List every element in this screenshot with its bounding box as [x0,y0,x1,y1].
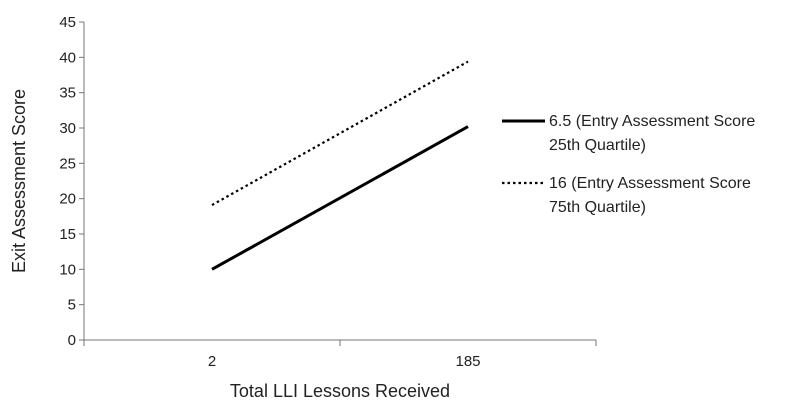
y-tick-label: 5 [68,297,76,314]
legend-label-2: 16 (Entry Assessment Score [549,175,751,192]
legend: 6.5 (Entry Assessment Score 25th Quartile… [502,113,755,216]
series-line-2 [211,60,469,206]
y-axis-title: Exit Assessment Score [9,89,29,273]
y-tick-label: 35 [59,85,76,102]
y-tick-label: 40 [59,49,76,66]
x-ticks: 2 185 [83,340,597,370]
y-tick-label: 10 [59,261,76,278]
x-axis-title: Total LLI Lessons Received [230,381,450,401]
y-tick-label: 45 [59,14,76,31]
legend-label-2: 75th Quartile) [549,199,646,216]
y-ticks: 0 5 10 15 20 25 30 35 40 45 [59,14,84,349]
y-tick-label: 15 [59,226,76,243]
x-tick-label: 185 [455,353,480,370]
y-tick-label: 30 [59,120,76,137]
legend-label-1: 6.5 (Entry Assessment Score [549,113,755,130]
y-tick-label: 25 [59,155,76,172]
y-tick-label: 0 [68,332,76,349]
legend-label-1: 25th Quartile) [549,137,646,154]
x-tick-label: 2 [208,353,216,370]
series-line-1 [211,125,469,271]
series-group [211,60,469,271]
y-tick-label: 20 [59,191,76,208]
